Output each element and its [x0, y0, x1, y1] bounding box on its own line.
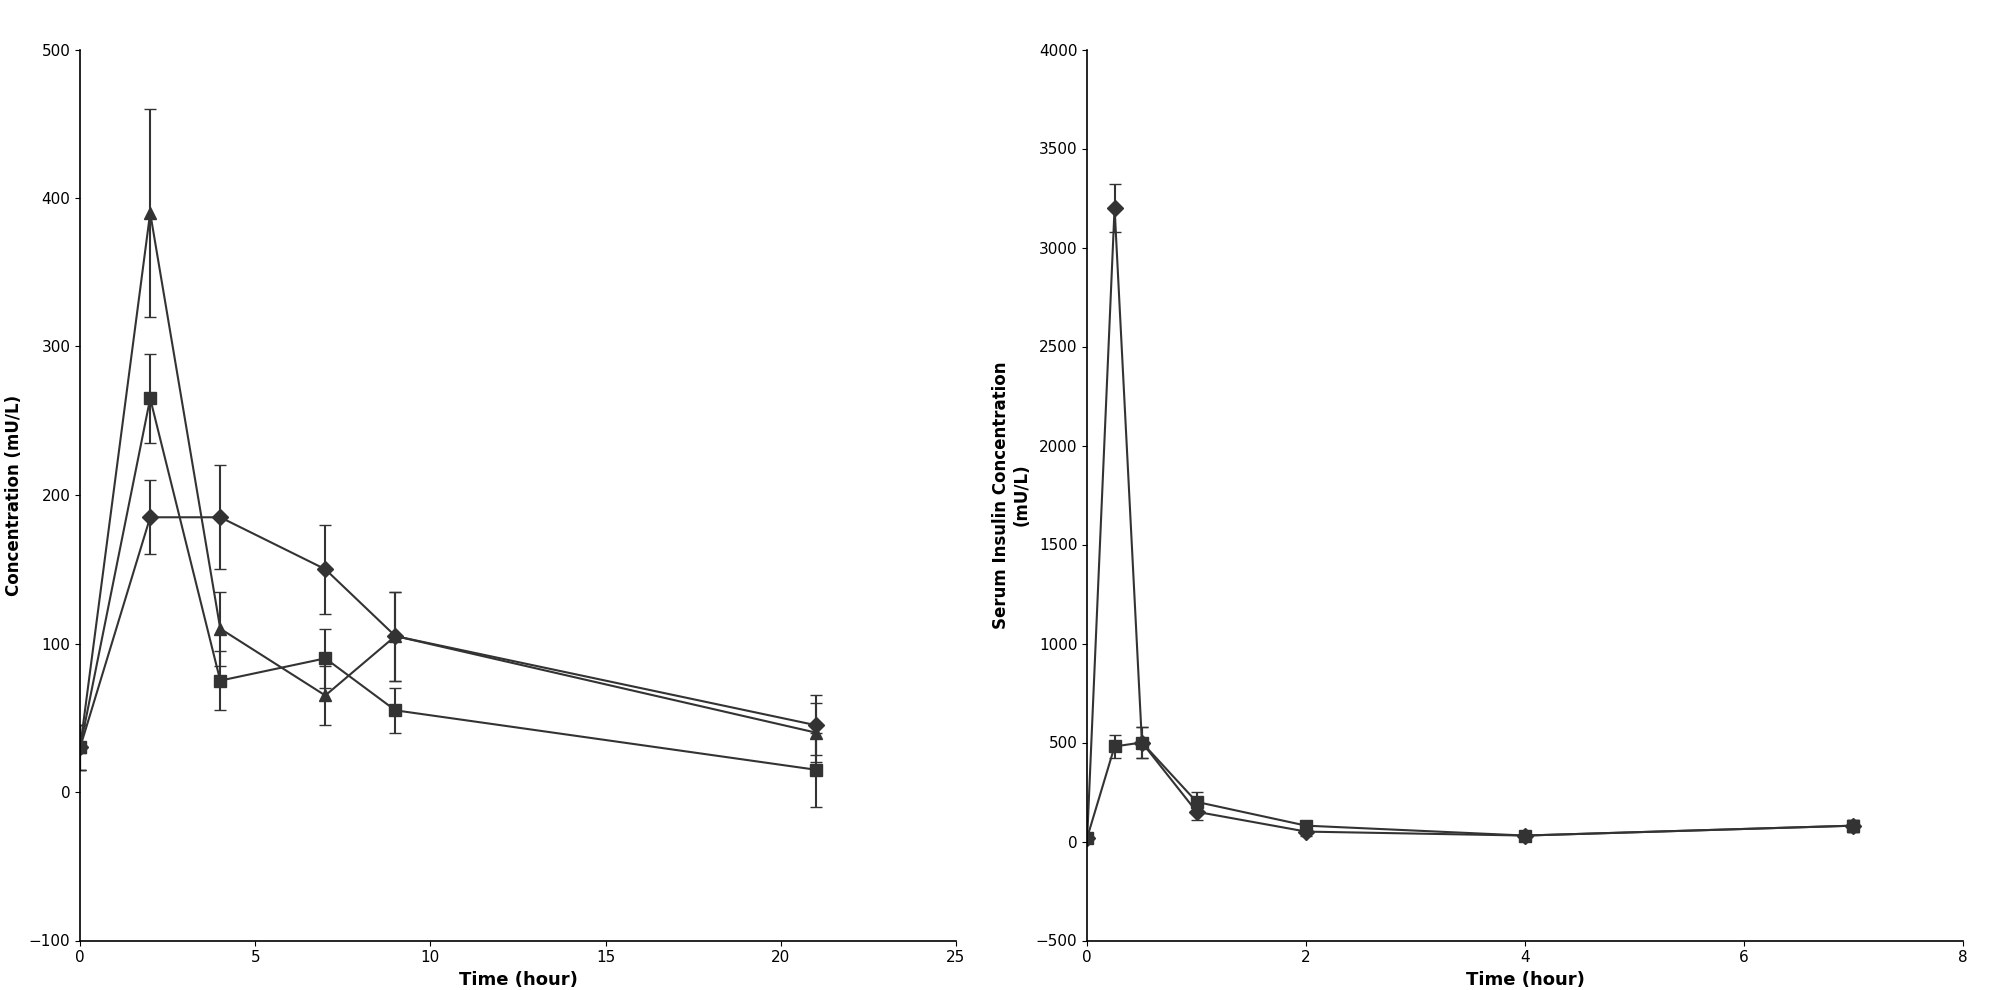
- X-axis label: Time (hour): Time (hour): [1466, 971, 1584, 989]
- Y-axis label: Serum Insulin
Concentration (mU/L): Serum Insulin Concentration (mU/L): [0, 394, 24, 596]
- Y-axis label: Serum Insulin Concentration
(mU/L): Serum Insulin Concentration (mU/L): [991, 361, 1030, 629]
- X-axis label: Time (hour): Time (hour): [459, 971, 577, 989]
